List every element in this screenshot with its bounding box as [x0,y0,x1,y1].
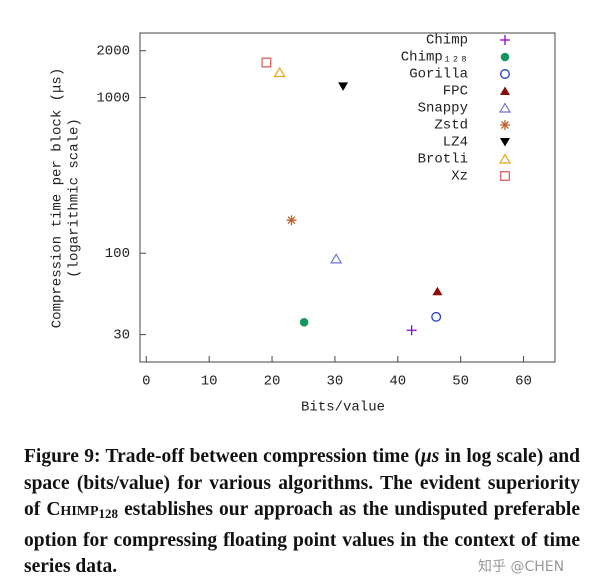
point [338,82,349,91]
plot-frame [139,32,556,363]
x-tick-label: 40 [389,374,406,390]
point [330,253,343,264]
legend-label: Zstd [434,118,468,134]
caption-text: μs [420,446,440,467]
point [273,66,286,78]
x-tick-label: 0 [142,374,150,390]
legend-label: Gorilla [409,67,468,83]
legend-label: FPC [443,84,468,100]
caption-text: Chimp [46,499,99,520]
caption-text: in log scale) and space (bits/value) for… [24,446,580,520]
legend-label: Snappy [418,101,468,117]
legend-marker [500,138,510,147]
y-tick-label: 30 [113,327,130,343]
legend-label: Brotli [418,152,468,168]
point [431,311,442,322]
legend-label: Chimp₁₂₈ [401,50,468,66]
legend-marker [500,69,510,79]
y-tick-label: 100 [105,246,130,262]
legend-label: LZ4 [443,135,468,151]
caption-text: Figure 9: Trade-off between compression … [24,446,421,467]
legend-label: Chimp [426,33,468,49]
legend-marker [498,102,512,113]
point [299,317,309,327]
point [432,286,443,296]
watermark: 知乎 @CHEN [478,559,565,575]
legend-label: Xz [451,169,468,185]
legend-marker [500,171,510,181]
x-tick-label: 10 [201,374,218,390]
x-axis-label: Bits/value [301,400,385,416]
caption: Figure 9: Trade-off between compression … [24,444,580,581]
legend-marker [498,153,512,164]
x-tick-label: 30 [327,374,344,390]
y-axis-label: Compression time per block (μs) [50,68,66,328]
point [406,325,417,336]
legend-marker [500,120,510,130]
caption-text: 128 [98,506,119,521]
chart: Bits/value Compression time per block (μ… [50,32,556,416]
x-tick-label: 60 [515,374,532,390]
point [286,215,297,226]
caption-text: establishes our approach as the undisput… [24,499,580,577]
x-tick-label: 20 [264,374,281,390]
legend-marker [500,52,510,62]
y-tick-label: 1000 [96,90,130,106]
y-tick-label: 2000 [96,43,130,59]
x-tick-label: 50 [452,374,469,390]
legend-marker [500,86,510,95]
point [261,57,272,68]
legend-marker [500,35,510,45]
y-axis-label: (logarithmic scale) [67,118,83,278]
